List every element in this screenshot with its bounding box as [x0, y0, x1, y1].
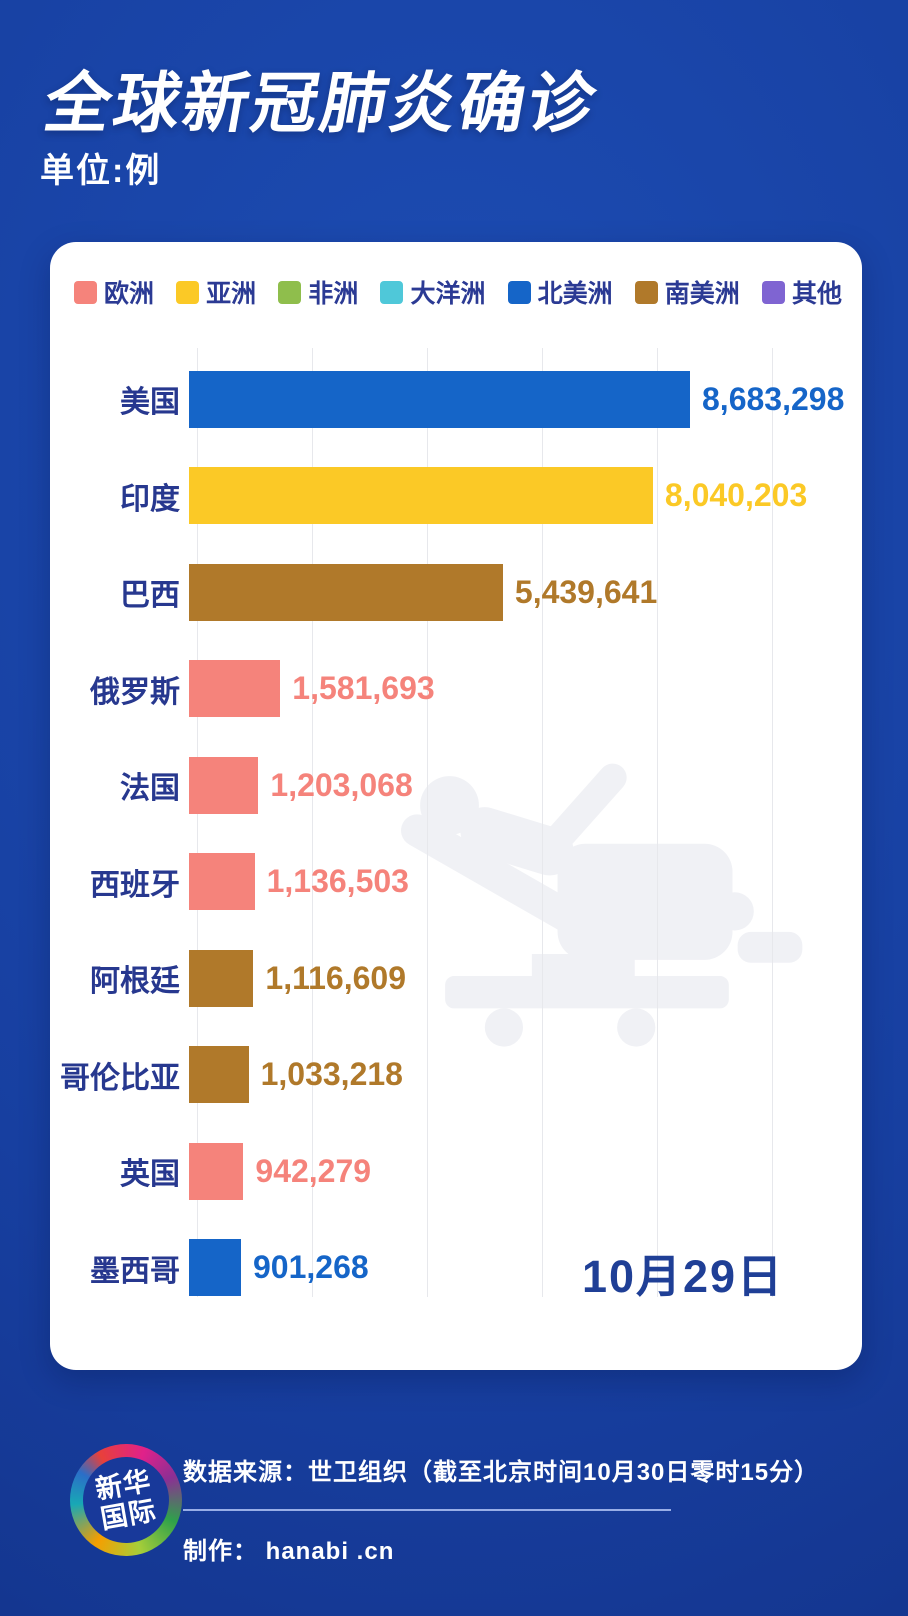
- bar: [189, 467, 653, 525]
- date-annotation: 10月29日: [581, 1251, 785, 1302]
- gridline: [542, 348, 543, 1297]
- chart-gridlines: [50, 348, 862, 1297]
- legend-item-欧洲: 欧洲: [74, 274, 154, 310]
- gridline: [657, 348, 658, 1297]
- value-label: 1,136,503: [266, 863, 409, 900]
- bar-row: 英国 942,279: [50, 1123, 862, 1220]
- bar-track: 5,439,641: [189, 544, 862, 641]
- bar: [189, 756, 259, 814]
- bar-row: 西班牙 1,136,503: [50, 834, 862, 931]
- legend-label: 其他: [791, 280, 842, 308]
- chart-legend: 欧洲 亚洲 非洲 大洋洲 北美洲 南美洲 其他: [74, 278, 842, 308]
- chart-card: 欧洲 亚洲 非洲 大洋洲 北美洲 南美洲 其他 美国 8,683,298 印度 8,040,203…: [50, 242, 862, 1370]
- logo-inner-disc: 新华 国际: [83, 1457, 169, 1543]
- bar-track: 1,033,218: [189, 1027, 862, 1124]
- country-label: 美国: [120, 386, 180, 420]
- value-label: 1,203,068: [270, 766, 413, 803]
- country-label: 阿根廷: [90, 965, 180, 999]
- bar: [189, 370, 690, 428]
- bar-track: 8,040,203: [189, 448, 862, 545]
- bar-row: 巴西 5,439,641: [50, 544, 862, 641]
- legend-label: 亚洲: [206, 280, 257, 308]
- bar: [189, 1239, 241, 1297]
- footer: 新华 国际 数据来源：世卫组织（截至北京时间10月30日零时15分） 制作： h…: [0, 1400, 908, 1616]
- value-label: 5,439,641: [514, 573, 658, 610]
- country-label: 巴西: [120, 579, 180, 613]
- legend-label: 欧洲: [104, 280, 155, 308]
- bar-row: 墨西哥 901,268: [50, 1220, 862, 1317]
- data-source-text: 数据来源：世卫组织（截至北京时间10月30日零时15分）: [183, 1459, 820, 1486]
- value-label: 1,033,218: [260, 1056, 403, 1093]
- gridline: [427, 348, 428, 1297]
- country-label: 西班牙: [90, 868, 180, 902]
- country-label: 印度: [120, 482, 180, 516]
- value-label: 1,581,693: [292, 670, 435, 707]
- bar-track: 901,268: [189, 1220, 862, 1317]
- legend-swatch-icon: [74, 280, 97, 304]
- bar: [189, 1046, 249, 1104]
- footer-texts: 数据来源：世卫组织（截至北京时间10月30日零时15分） 制作： hanabi …: [183, 1452, 820, 1566]
- legend-item-亚洲: 亚洲: [176, 274, 256, 310]
- bar-track: 1,136,503: [189, 834, 862, 931]
- legend-swatch-icon: [761, 280, 785, 304]
- bar: [189, 563, 503, 621]
- legend-swatch-icon: [278, 280, 302, 304]
- gridline: [312, 348, 313, 1297]
- legend-label: 非洲: [308, 280, 359, 308]
- bar-row: 法国 1,203,068: [50, 737, 862, 834]
- value-label: 901,268: [253, 1249, 369, 1286]
- bar: [189, 1142, 244, 1200]
- bar-track: 8,683,298: [189, 351, 862, 448]
- bar-track: 1,581,693: [189, 641, 862, 738]
- legend-item-南美洲: 南美洲: [634, 274, 740, 310]
- xinhua-international-logo: 新华 国际: [70, 1444, 182, 1556]
- value-label: 8,683,298: [702, 380, 845, 417]
- bar-chart: 美国 8,683,298 印度 8,040,203 巴西 5,439,641 俄罗斯 1,58…: [50, 351, 862, 1316]
- bar-track: 942,279: [189, 1123, 862, 1220]
- country-label: 哥伦比亚: [60, 1061, 180, 1095]
- gridline: [772, 348, 773, 1297]
- legend-swatch-icon: [380, 280, 404, 304]
- footer-divider: [183, 1509, 671, 1511]
- country-label: 墨西哥: [90, 1254, 180, 1288]
- legend-label: 南美洲: [664, 280, 740, 308]
- credit-text: 制作： hanabi .cn: [183, 1538, 395, 1565]
- bar-row: 印度 8,040,203: [50, 448, 862, 545]
- legend-item-北美洲: 北美洲: [507, 274, 613, 310]
- bar-row: 俄罗斯 1,581,693: [50, 641, 862, 738]
- country-label: 英国: [120, 1158, 180, 1192]
- page-title: 全球新冠肺炎确诊: [39, 66, 605, 140]
- bar-row: 哥伦比亚 1,033,218: [50, 1027, 862, 1124]
- bar: [189, 660, 281, 718]
- country-label: 俄罗斯: [90, 675, 180, 709]
- gridline: [197, 348, 198, 1297]
- legend-swatch-icon: [634, 280, 658, 304]
- bar-track: 1,116,609: [189, 930, 862, 1027]
- legend-swatch-icon: [507, 280, 531, 304]
- legend-label: 大洋洲: [410, 280, 486, 308]
- bar-row: 阿根廷 1,116,609: [50, 930, 862, 1027]
- unit-label: 单位:例: [40, 152, 162, 190]
- bar: [189, 949, 254, 1007]
- country-label: 法国: [120, 772, 180, 806]
- value-label: 1,116,609: [265, 959, 406, 996]
- bar: [189, 853, 255, 911]
- value-label: 8,040,203: [664, 477, 808, 514]
- logo-text: 新华 国际: [93, 1465, 159, 1534]
- value-label: 942,279: [255, 1152, 372, 1189]
- legend-item-大洋洲: 大洋洲: [380, 274, 485, 310]
- legend-swatch-icon: [176, 280, 200, 304]
- legend-item-非洲: 非洲: [278, 274, 358, 310]
- legend-item-其他: 其他: [761, 274, 842, 310]
- bar-row: 美国 8,683,298: [50, 351, 862, 448]
- bar-track: 1,203,068: [189, 737, 862, 834]
- legend-label: 北美洲: [537, 280, 613, 308]
